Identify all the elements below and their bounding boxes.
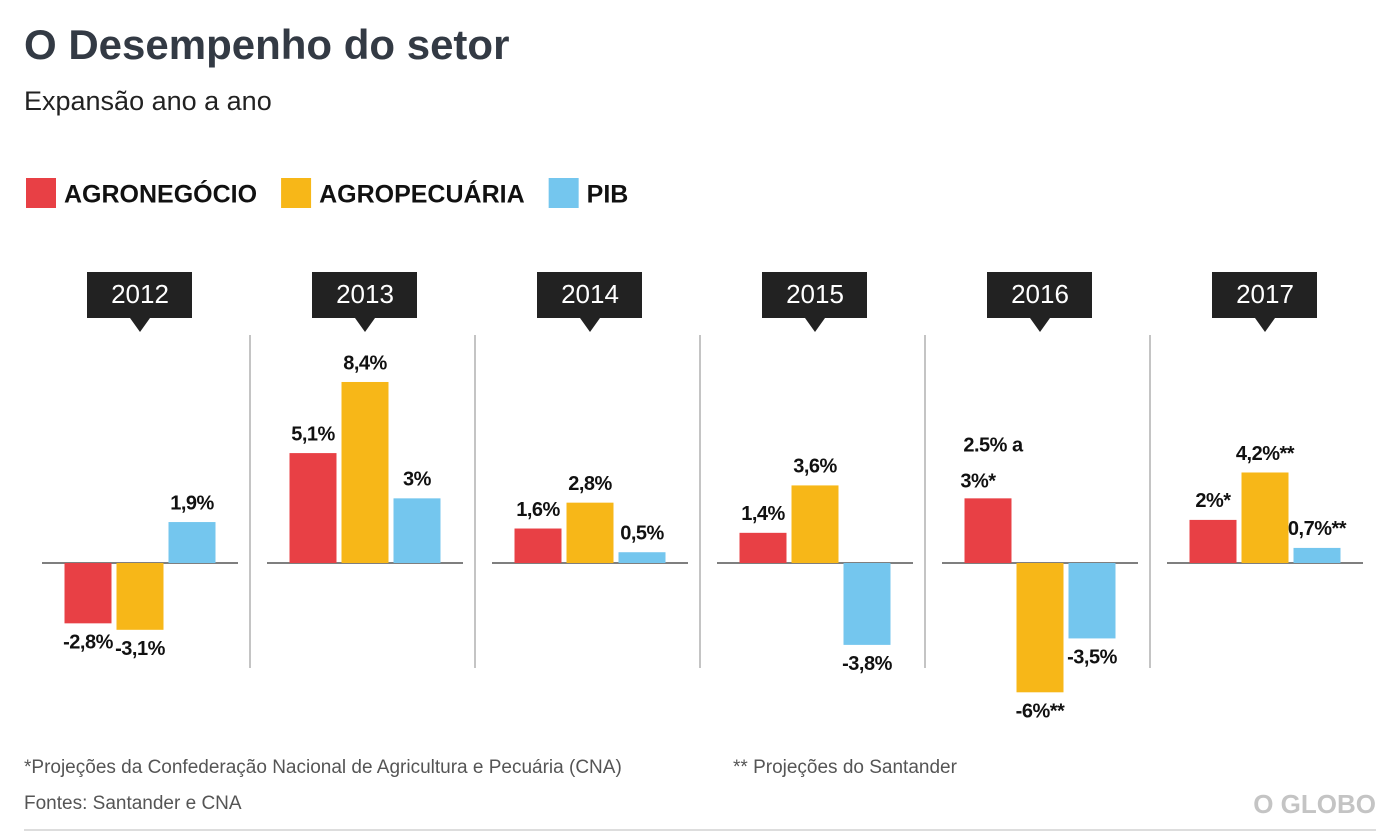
bar — [289, 453, 337, 563]
source: Fontes: Santander e CNA — [24, 793, 242, 814]
value-label: -2,8% — [63, 632, 113, 654]
value-label: -6%** — [1016, 701, 1065, 723]
value-label: 1,6% — [516, 499, 560, 521]
bar — [393, 498, 441, 563]
value-label: 4,2%** — [1236, 443, 1295, 465]
legend-label: AGROPECUÁRIA — [319, 180, 525, 209]
legend-swatch — [26, 178, 56, 208]
year-box — [1212, 272, 1317, 332]
footnote: ** Projeções do Santander — [733, 757, 958, 778]
legend-label: AGRONEGÓCIO — [64, 179, 257, 209]
value-label: 2,8% — [568, 473, 612, 495]
x-tick-label: 2014 — [561, 279, 619, 309]
value-label: -3,1% — [115, 638, 165, 660]
bar — [168, 522, 216, 563]
bar — [1189, 519, 1237, 563]
x-tick-label: 2017 — [1236, 279, 1294, 309]
value-label: -3,8% — [842, 653, 892, 675]
bar — [964, 498, 1012, 563]
value-label: 1,9% — [170, 492, 214, 514]
chart-title: O Desempenho do setor — [24, 21, 509, 68]
footnote: *Projeções da Confederação Nacional de A… — [24, 757, 622, 778]
legend-label: PIB — [587, 181, 629, 209]
bar — [1068, 563, 1116, 639]
value-label: 5,1% — [291, 423, 335, 445]
year-box — [87, 272, 192, 332]
x-tick-label: 2013 — [336, 279, 394, 309]
x-tick-label: 2015 — [786, 279, 844, 309]
x-tick-label: 2016 — [1011, 279, 1069, 309]
bar — [843, 563, 891, 645]
year-box — [762, 272, 867, 332]
bar — [1016, 563, 1064, 693]
value-label: 3% — [403, 469, 432, 491]
bar — [1293, 547, 1341, 563]
bar — [514, 528, 562, 563]
legend-swatch — [548, 178, 579, 208]
bar — [739, 532, 787, 563]
chart-subtitle: Expansão ano a ano — [24, 86, 272, 116]
bar — [566, 502, 614, 563]
value-label: 2.5% a 3%* — [960, 435, 1024, 493]
logo: O GLOBO — [1253, 789, 1376, 819]
bar — [64, 563, 112, 624]
legend-swatch — [281, 178, 312, 208]
value-label: 0,5% — [620, 523, 664, 545]
bar — [1241, 472, 1289, 563]
bar — [791, 485, 839, 563]
value-label: 2%* — [1195, 490, 1231, 512]
value-label: -3,5% — [1067, 647, 1117, 669]
bar — [341, 381, 389, 563]
value-label: 3,6% — [793, 456, 837, 478]
year-box — [987, 272, 1092, 332]
value-label: 1,4% — [741, 503, 785, 525]
value-label: 0,7%** — [1288, 518, 1347, 540]
bar — [116, 563, 164, 630]
year-box — [312, 272, 417, 332]
year-box — [537, 272, 642, 332]
x-tick-label: 2012 — [111, 279, 169, 309]
bar — [618, 552, 666, 563]
value-label: 8,4% — [343, 352, 387, 374]
